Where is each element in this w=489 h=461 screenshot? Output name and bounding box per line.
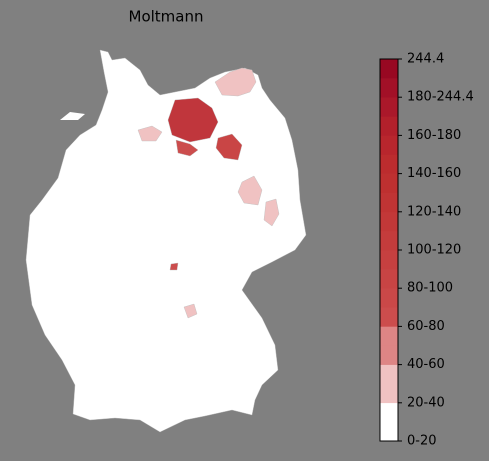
island <box>60 112 85 120</box>
color-band <box>380 230 398 251</box>
highlighted-region <box>169 262 179 271</box>
highlighted-region <box>215 133 243 161</box>
color-band <box>380 345 398 365</box>
color-band <box>380 59 398 79</box>
colorbar-label: 20-40 <box>407 395 445 410</box>
color-band <box>380 288 398 308</box>
colorbar-label: 120-140 <box>407 204 461 219</box>
color-band <box>380 383 398 404</box>
colorbar-label: 60-80 <box>407 319 445 334</box>
highlighted-region <box>175 139 199 157</box>
color-band <box>380 402 398 423</box>
color-band <box>380 250 398 270</box>
highlighted-region <box>237 175 263 206</box>
color-band <box>380 116 398 136</box>
color-band <box>380 421 398 442</box>
color-band <box>380 326 398 346</box>
color-band <box>380 135 398 155</box>
colorbar-label: 244.4 <box>407 52 444 67</box>
color-band <box>380 269 398 289</box>
color-band <box>380 364 398 384</box>
color-band <box>380 97 398 117</box>
color-band <box>380 192 398 213</box>
colorbar-label: 40-60 <box>407 357 445 372</box>
color-band <box>380 307 398 327</box>
colorbar-label: 100-120 <box>407 243 461 258</box>
highlighted-region <box>263 198 280 227</box>
chart-title: Moltmann <box>129 8 204 26</box>
colorbar-label: 180-244.4 <box>407 90 474 105</box>
color-band <box>380 154 398 174</box>
colorbar-label: 160-180 <box>407 128 461 143</box>
highlighted-region <box>214 67 257 97</box>
colorbar-label: 140-160 <box>407 166 461 181</box>
colorbar-label: 80-100 <box>407 281 453 296</box>
colorbar-label: 0-20 <box>407 434 437 449</box>
color-band <box>380 78 398 98</box>
germany-map <box>25 49 307 433</box>
color-band <box>380 173 398 193</box>
highlighted-region <box>183 303 198 319</box>
highlighted-region <box>137 125 163 142</box>
color-band <box>380 211 398 232</box>
highlighted-region <box>167 97 219 143</box>
